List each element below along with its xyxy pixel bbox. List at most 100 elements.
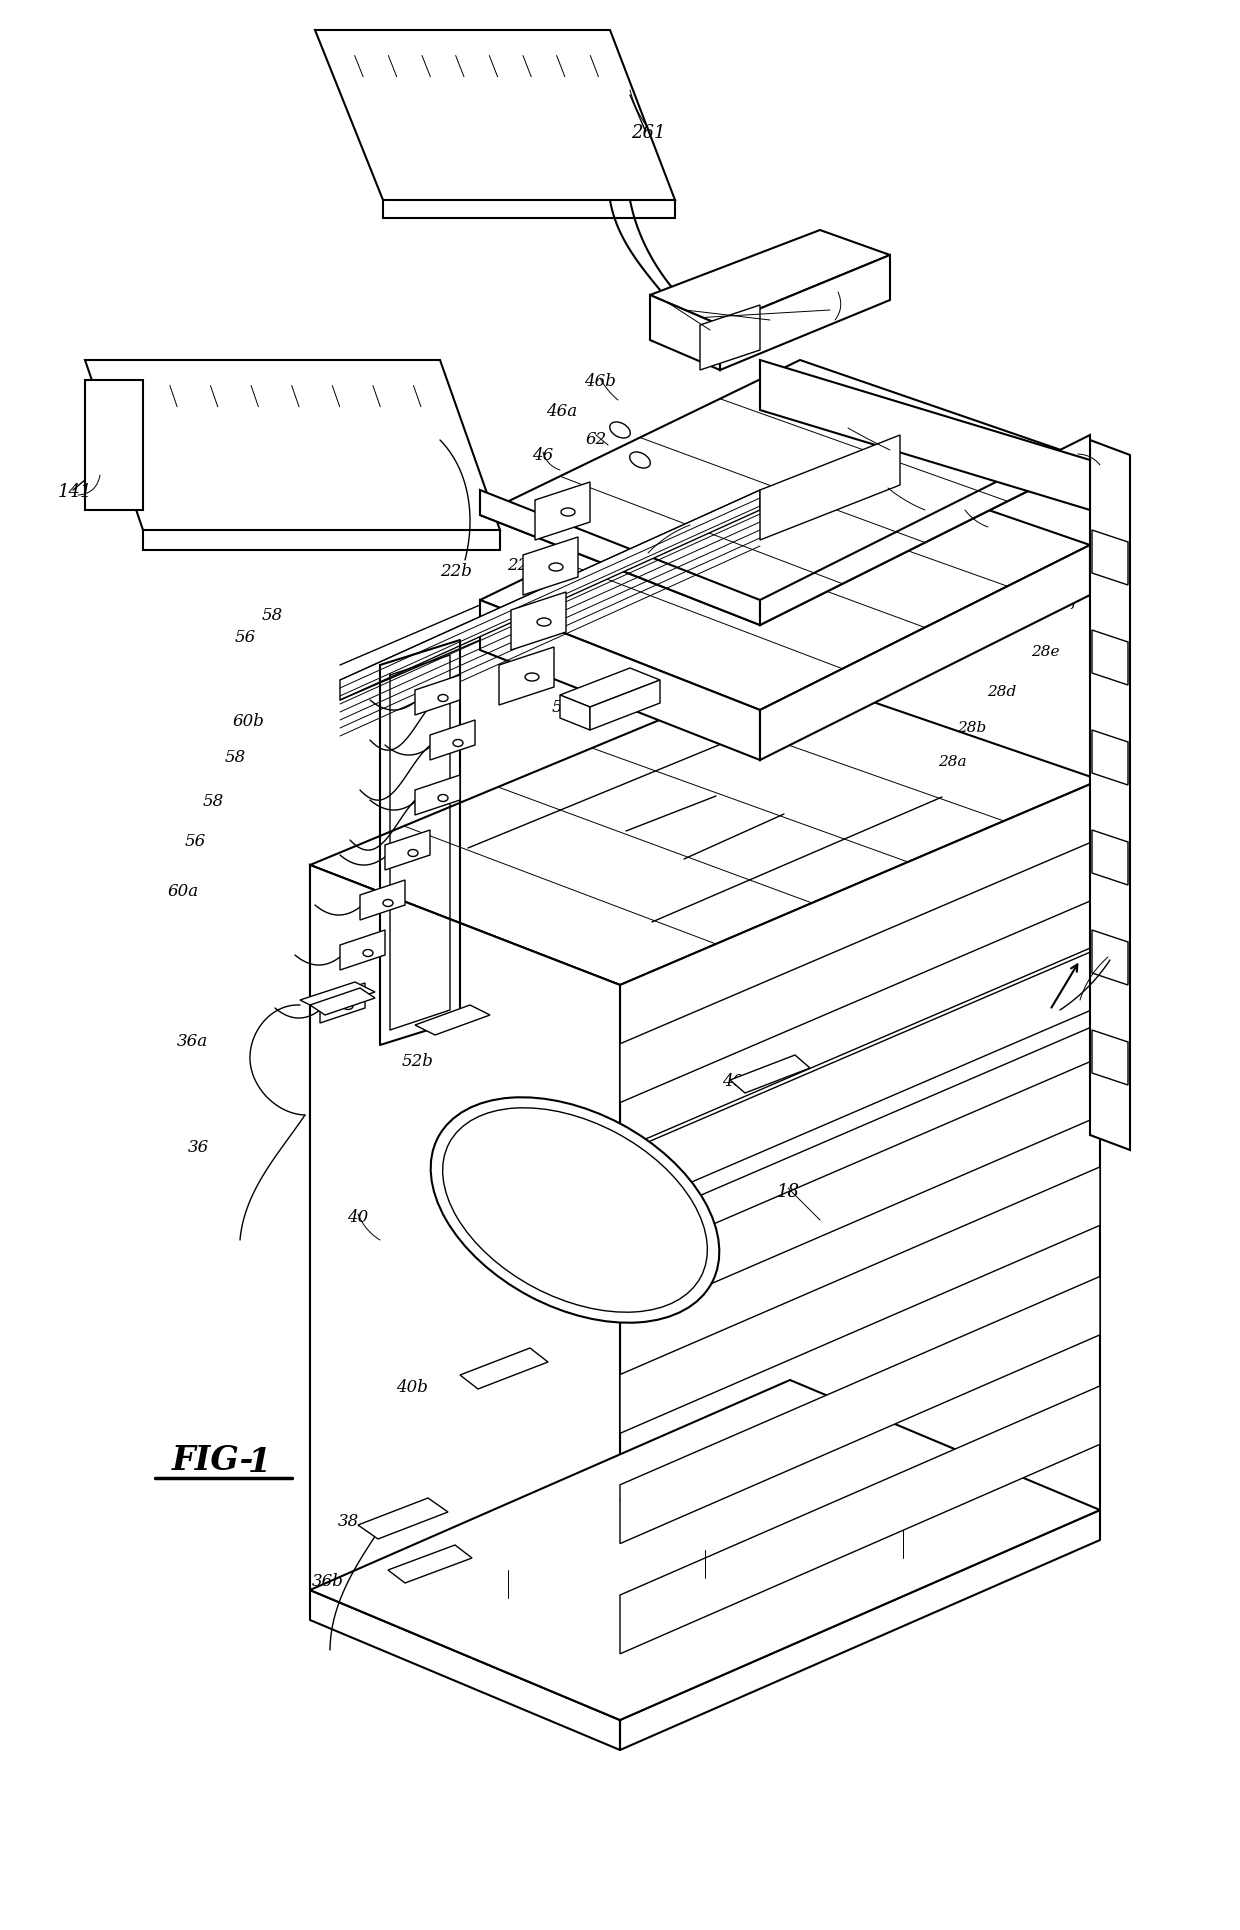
Polygon shape xyxy=(590,679,660,730)
Ellipse shape xyxy=(453,739,463,747)
Polygon shape xyxy=(430,720,475,760)
Polygon shape xyxy=(1092,629,1128,685)
Ellipse shape xyxy=(630,452,650,469)
Text: 36b: 36b xyxy=(312,1573,343,1590)
Ellipse shape xyxy=(363,950,373,957)
Text: 26: 26 xyxy=(827,288,849,305)
Polygon shape xyxy=(730,1056,810,1092)
Text: 20: 20 xyxy=(878,484,899,500)
Polygon shape xyxy=(534,482,590,540)
Text: 22b: 22b xyxy=(440,564,472,581)
Text: 28e: 28e xyxy=(1030,645,1059,658)
Polygon shape xyxy=(620,1386,1100,1654)
Polygon shape xyxy=(1092,930,1128,984)
Text: 60a: 60a xyxy=(167,884,198,901)
Polygon shape xyxy=(310,988,374,1015)
Polygon shape xyxy=(415,776,460,814)
Polygon shape xyxy=(720,255,890,371)
Text: 1: 1 xyxy=(248,1446,272,1478)
Text: 141: 141 xyxy=(58,482,92,502)
Polygon shape xyxy=(320,982,365,1023)
Text: 60b: 60b xyxy=(232,714,264,730)
Text: 28a: 28a xyxy=(937,755,966,768)
Polygon shape xyxy=(560,668,660,706)
Ellipse shape xyxy=(438,695,448,701)
Polygon shape xyxy=(523,537,578,594)
Polygon shape xyxy=(1090,440,1130,1150)
Polygon shape xyxy=(620,948,1100,1212)
Polygon shape xyxy=(650,230,890,324)
Polygon shape xyxy=(415,1006,490,1034)
Polygon shape xyxy=(384,830,430,870)
Text: 10: 10 xyxy=(1096,953,1120,971)
Polygon shape xyxy=(498,647,554,704)
Polygon shape xyxy=(480,490,760,625)
Ellipse shape xyxy=(343,1002,353,1009)
Polygon shape xyxy=(511,593,565,650)
Polygon shape xyxy=(310,670,1100,984)
Polygon shape xyxy=(620,1168,1100,1434)
Text: 62: 62 xyxy=(585,432,606,448)
Ellipse shape xyxy=(430,1098,719,1322)
Ellipse shape xyxy=(408,849,418,857)
Polygon shape xyxy=(760,544,1090,760)
Polygon shape xyxy=(480,446,1090,710)
Polygon shape xyxy=(620,1058,1100,1324)
Polygon shape xyxy=(460,1347,548,1390)
Polygon shape xyxy=(1092,531,1128,585)
Polygon shape xyxy=(415,676,460,714)
Polygon shape xyxy=(86,380,143,510)
Text: 36: 36 xyxy=(187,1139,208,1156)
Text: 46a: 46a xyxy=(547,403,578,421)
Polygon shape xyxy=(701,305,760,371)
Ellipse shape xyxy=(383,899,393,907)
Text: 48: 48 xyxy=(837,423,858,440)
Polygon shape xyxy=(300,982,374,1009)
Text: 58: 58 xyxy=(224,749,246,766)
Text: 38: 38 xyxy=(337,1513,358,1530)
Text: 28d: 28d xyxy=(987,685,1017,699)
Text: 40b: 40b xyxy=(396,1380,428,1397)
Ellipse shape xyxy=(438,795,448,801)
Text: 52b: 52b xyxy=(402,1054,434,1071)
Polygon shape xyxy=(650,295,720,371)
Text: 58: 58 xyxy=(262,606,283,623)
Text: 40a: 40a xyxy=(723,1073,754,1090)
Polygon shape xyxy=(620,1276,1100,1544)
Ellipse shape xyxy=(610,423,630,438)
Text: 56: 56 xyxy=(185,834,206,851)
Text: 28b: 28b xyxy=(957,722,987,735)
Text: 22: 22 xyxy=(507,556,528,573)
Text: 18: 18 xyxy=(776,1183,800,1200)
Polygon shape xyxy=(310,865,620,1720)
Polygon shape xyxy=(315,31,675,201)
Polygon shape xyxy=(388,1546,472,1583)
Polygon shape xyxy=(1092,830,1128,886)
Text: 22a: 22a xyxy=(642,550,673,567)
Polygon shape xyxy=(86,361,500,531)
Text: 28f: 28f xyxy=(1053,594,1078,610)
Polygon shape xyxy=(310,865,620,1720)
Polygon shape xyxy=(310,1380,1100,1720)
Ellipse shape xyxy=(525,674,539,681)
Text: 46b: 46b xyxy=(584,374,616,390)
Polygon shape xyxy=(760,434,900,540)
Text: 14: 14 xyxy=(1068,450,1089,467)
Polygon shape xyxy=(620,780,1100,1720)
Polygon shape xyxy=(1092,730,1128,786)
Ellipse shape xyxy=(560,508,575,515)
Ellipse shape xyxy=(443,1108,707,1312)
Text: 51: 51 xyxy=(552,699,573,716)
Text: 40: 40 xyxy=(347,1210,368,1226)
Polygon shape xyxy=(1092,1031,1128,1085)
Text: 56: 56 xyxy=(234,629,255,647)
Polygon shape xyxy=(480,600,760,760)
Polygon shape xyxy=(340,490,760,701)
Polygon shape xyxy=(760,361,1090,510)
Polygon shape xyxy=(760,434,1090,625)
Polygon shape xyxy=(560,695,590,730)
Polygon shape xyxy=(480,361,1090,625)
Polygon shape xyxy=(360,880,405,921)
Ellipse shape xyxy=(537,618,551,625)
Polygon shape xyxy=(340,930,384,971)
